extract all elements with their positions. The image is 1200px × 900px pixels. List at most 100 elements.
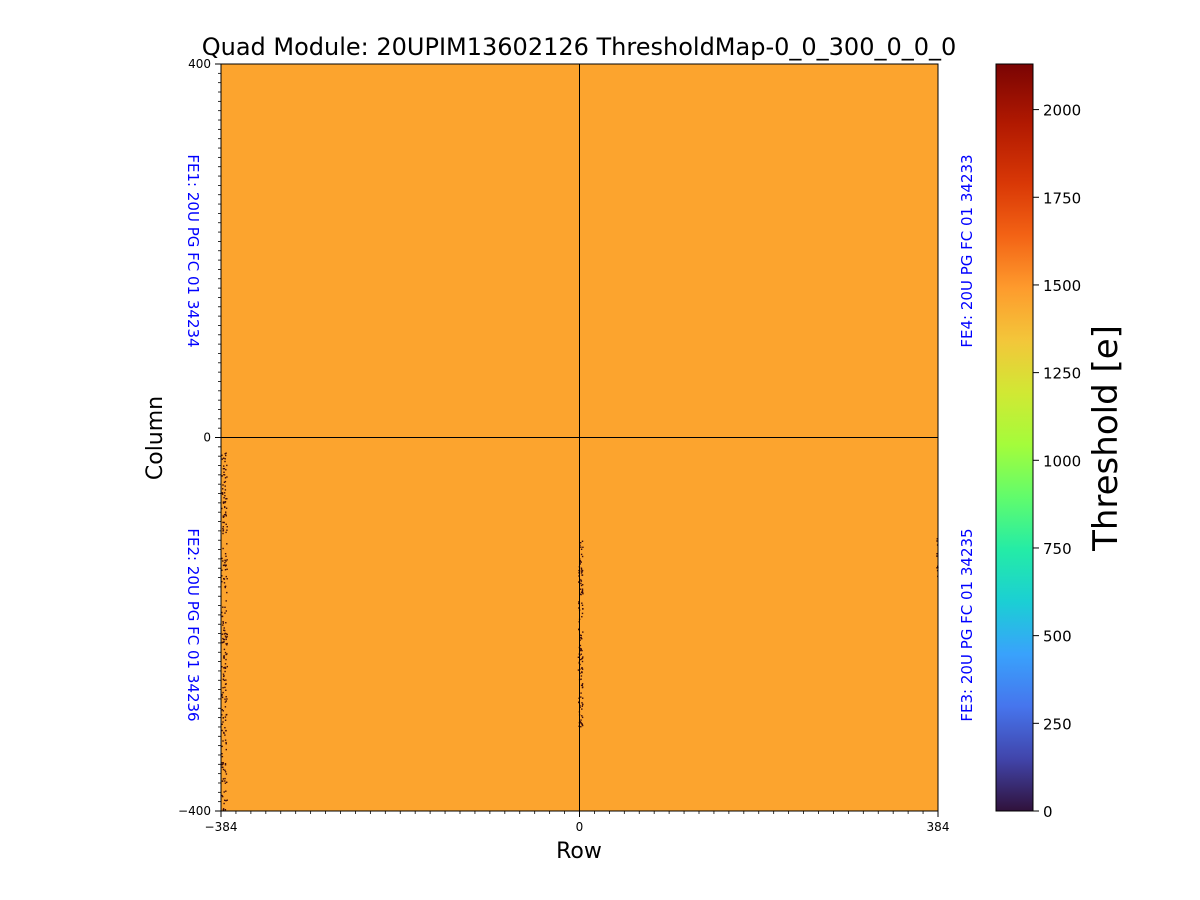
outlier-pixel [580, 580, 583, 582]
outlier-pixel [224, 799, 226, 801]
outlier-pixel [223, 791, 225, 793]
outlier-pixel [580, 726, 582, 728]
outlier-pixel [936, 538, 938, 540]
outlier-pixel [223, 629, 225, 631]
outlier-pixel [580, 560, 582, 563]
outlier-pixel [226, 665, 228, 668]
outlier-pixel [226, 633, 228, 636]
outlier-pixel [222, 766, 224, 769]
outlier-pixel [580, 582, 582, 585]
outlier-pixel [225, 683, 227, 685]
outlier-pixel [226, 653, 228, 655]
outlier-pixel [224, 632, 227, 635]
outlier-pixel [581, 574, 584, 576]
outlier-pixel [224, 501, 227, 503]
outlier-pixel [580, 542, 582, 544]
chip-label-fe2: FE2: 20U PG FC 01 34236 [184, 528, 202, 721]
outlier-pixel [222, 673, 225, 675]
outlier-pixel [222, 710, 224, 712]
outlier-pixel [580, 719, 582, 721]
outlier-pixel [581, 604, 584, 606]
outlier-pixel [225, 790, 227, 792]
outlier-pixel [224, 565, 227, 567]
outlier-pixel [581, 616, 583, 618]
outlier-pixel [223, 633, 226, 635]
outlier-pixel [580, 653, 582, 655]
outlier-pixel [225, 643, 227, 645]
outlier-pixel [224, 606, 226, 608]
outlier-pixel [226, 526, 228, 528]
outlier-pixel [222, 691, 224, 694]
outlier-pixel [225, 636, 227, 639]
outlier-pixel [225, 515, 227, 517]
outlier-pixel [222, 778, 225, 780]
outlier-pixel [222, 484, 224, 486]
outlier-pixel [225, 452, 227, 454]
outlier-pixel [224, 771, 227, 773]
outlier-pixel [226, 559, 228, 561]
outlier-pixel [582, 584, 584, 586]
outlier-pixel [581, 555, 584, 558]
outlier-pixel [226, 636, 228, 638]
outlier-pixel [221, 575, 223, 577]
outlier-pixel [224, 716, 227, 718]
outlier-pixel [222, 687, 224, 689]
outlier-pixel [224, 701, 227, 703]
outlier-pixel [223, 638, 225, 641]
outlier-pixel [580, 570, 582, 572]
outlier-pixel [582, 631, 584, 633]
outlier-pixel [581, 569, 584, 572]
x-major-ticks [220, 811, 939, 817]
outlier-pixel [223, 655, 225, 657]
outlier-pixel [580, 678, 582, 680]
outlier-pixel [578, 701, 580, 704]
outlier-pixel [225, 560, 227, 562]
outlier-pixel [222, 641, 225, 643]
colorbar-tick-label: 0 [1043, 803, 1053, 821]
outlier-pixel [222, 516, 225, 518]
x-tick-label-zero: 0 [576, 820, 584, 834]
outlier-pixel [578, 628, 580, 631]
outlier-pixel [223, 474, 226, 476]
y-tick-label-min: −400 [178, 804, 211, 818]
colorbar-tick-label: 500 [1043, 628, 1072, 646]
outlier-pixel [225, 564, 227, 566]
outlier-pixel [223, 675, 225, 677]
outlier-pixel [222, 527, 224, 530]
outlier-pixel [222, 768, 225, 771]
outlier-pixel [225, 514, 227, 516]
colorbar: 0 250 500 750 1000 1250 1500 1750 2000 Threshold… [995, 63, 1126, 821]
outlier-pixel [222, 678, 224, 680]
y-axis: −400 0 400 Column [143, 57, 221, 818]
outlier-pixel [224, 586, 226, 589]
outlier-pixel [224, 706, 227, 708]
outlier-pixel [222, 622, 224, 624]
outlier-pixel [582, 593, 584, 595]
outlier-pixel [581, 702, 583, 704]
outlier-pixel [222, 529, 225, 531]
outlier-pixel [224, 506, 226, 508]
outlier-pixel [222, 468, 225, 470]
outlier-pixel [221, 729, 223, 732]
outlier-pixel [226, 543, 228, 545]
outlier-pixel [223, 457, 225, 459]
outlier-pixel [580, 579, 582, 581]
outlier-pixel [225, 600, 227, 602]
colorbar-tick-label: 750 [1043, 540, 1072, 558]
outlier-pixel [223, 468, 226, 470]
colorbar-tick-label: 1750 [1043, 189, 1081, 207]
outlier-pixel [224, 612, 226, 614]
colorbar-tick-label: 2000 [1043, 102, 1081, 120]
outlier-pixel [223, 731, 225, 734]
outlier-pixel [580, 648, 582, 650]
outlier-pixel [579, 563, 581, 565]
outlier-pixel [224, 495, 226, 497]
outlier-pixel [581, 716, 584, 719]
x-minor-ticks [235, 811, 924, 814]
outlier-pixel [225, 531, 227, 534]
outlier-pixel [580, 722, 582, 724]
outlier-pixel [222, 808, 225, 810]
colorbar-label: Threshold [e] [1086, 325, 1126, 552]
outlier-pixel [225, 498, 227, 500]
